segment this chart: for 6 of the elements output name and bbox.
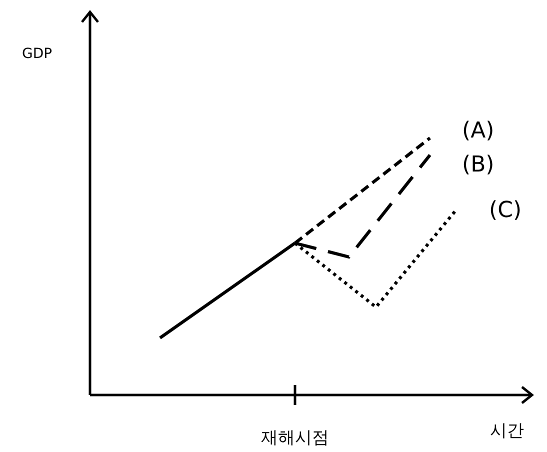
series-label: (C)	[489, 198, 522, 223]
x-axis-title: 시간	[490, 421, 524, 441]
text: 재해시점	[261, 428, 329, 448]
series-label: (B)	[462, 152, 494, 178]
text: GDP	[22, 46, 52, 62]
series-label: (A)	[462, 118, 494, 144]
